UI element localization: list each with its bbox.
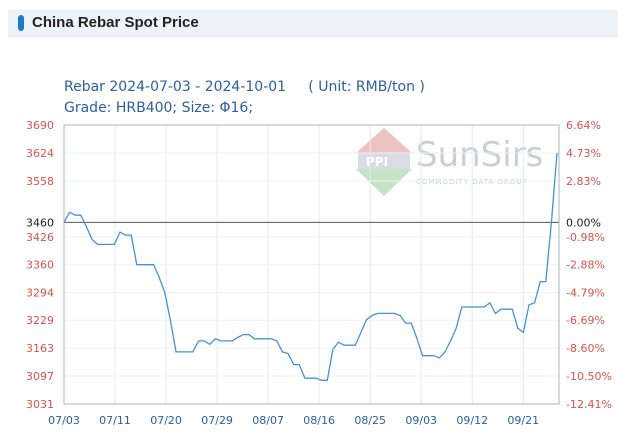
y-left-tick-label: 3229 [26, 314, 54, 327]
x-tick-label: 09/12 [456, 414, 488, 427]
chart-subtitle: Grade: HRB400; Size: Φ16; [64, 100, 254, 116]
x-tick-label: 08/07 [252, 414, 284, 427]
panel-header: China Rebar Spot Price [8, 10, 618, 37]
y-left-tick-label: 3426 [26, 231, 54, 244]
y-left-tick-label: 3558 [26, 175, 54, 188]
plot-frame [63, 124, 560, 405]
y-left-tick-label: 3360 [26, 259, 54, 272]
y-right-tick-label: 0.00% [566, 216, 601, 229]
watermark-brand: SunSirs [416, 135, 543, 175]
y-right-tick-label: 4.73% [566, 147, 601, 160]
y-right-tick-label: -6.69% [566, 314, 605, 327]
y-axis-right: 6.64% 4.73% 2.83% 0.00% -0.98% -2.88% -4.79% -6… [566, 119, 612, 411]
sunsirs-watermark: PPI SunSirs COMMODITY DATA GROUP [356, 128, 543, 196]
x-tick-label: 08/16 [303, 414, 335, 427]
y-left-tick-label: 3624 [26, 147, 54, 160]
x-tick-label: 09/21 [507, 414, 539, 427]
x-tick-label: 09/03 [405, 414, 437, 427]
y-axis-left: 3031 3097 3163 3229 3294 3360 3426 3460 3558 3624… [26, 119, 54, 411]
y-right-tick-label: -12.41% [566, 398, 612, 411]
x-tick-label: 07/20 [150, 414, 182, 427]
y-left-tick-label: 3460 [26, 216, 54, 229]
chart-title: Rebar 2024-07-03 - 2024-10-01 ( Unit: RM… [64, 79, 425, 95]
y-right-tick-label: -10.50% [566, 370, 612, 383]
y-left-tick-label: 3097 [26, 370, 54, 383]
x-tick-label: 08/25 [354, 414, 386, 427]
x-axis: 07/03 07/11 07/20 07/29 08/07 08/16 08/25 09/03… [48, 414, 539, 427]
x-tick-label: 07/11 [99, 414, 131, 427]
y-right-tick-label: -0.98% [566, 231, 605, 244]
y-right-tick-label: -8.60% [566, 342, 605, 355]
y-left-tick-label: 3294 [26, 287, 54, 300]
chart-grid [64, 124, 559, 405]
y-right-tick-label: -4.79% [566, 287, 605, 300]
sunsirs-logo-icon: PPI [356, 128, 412, 196]
y-right-tick-label: -2.88% [566, 259, 605, 272]
y-left-tick-label: 3690 [26, 119, 54, 132]
y-right-tick-label: 6.64% [566, 119, 601, 132]
header-accent-bar [18, 15, 24, 31]
watermark-tagline: COMMODITY DATA GROUP [416, 178, 528, 186]
x-tick-label: 07/29 [201, 414, 233, 427]
y-left-tick-label: 3031 [26, 398, 54, 411]
series-line-rebar [63, 152, 558, 381]
y-left-tick-label: 3163 [26, 342, 54, 355]
svg-text:PPI: PPI [366, 155, 388, 169]
panel-title: China Rebar Spot Price [32, 14, 199, 31]
x-tick-label: 07/03 [48, 414, 80, 427]
y-right-tick-label: 2.83% [566, 175, 601, 188]
